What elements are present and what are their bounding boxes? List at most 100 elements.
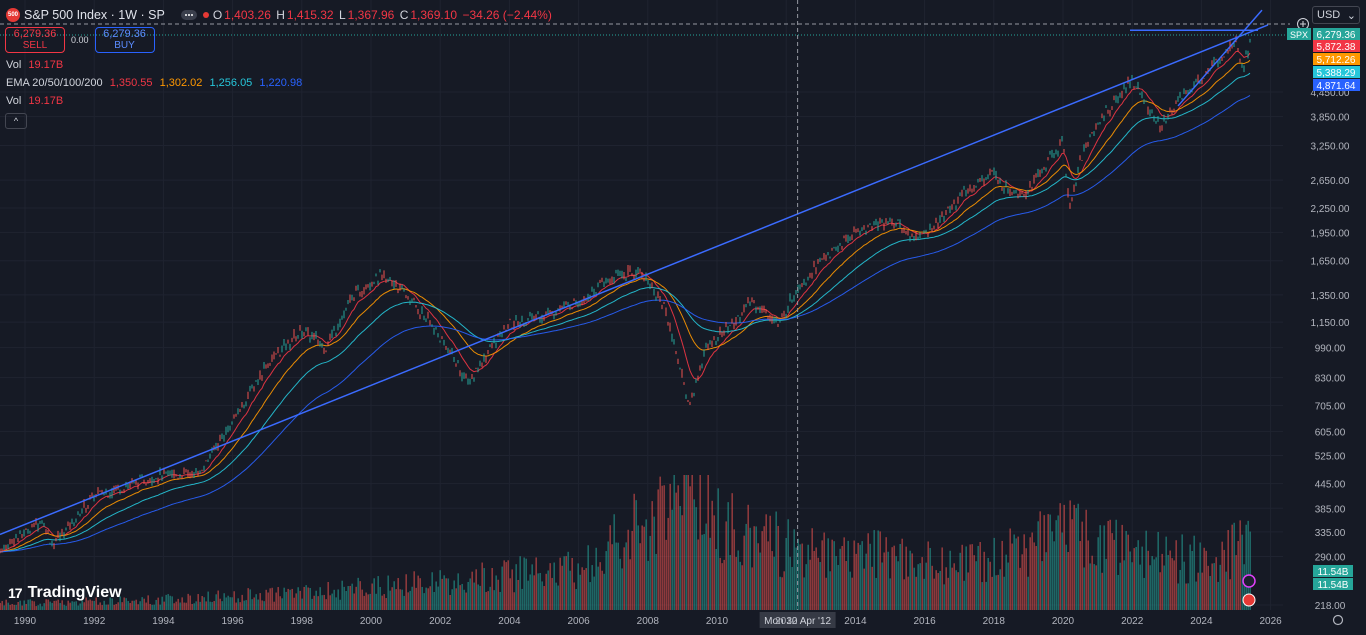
legend-vol[interactable]: Vol 19.17B bbox=[6, 59, 63, 71]
volume-bar bbox=[85, 597, 87, 610]
high-label: H bbox=[276, 8, 285, 22]
volume-bar bbox=[47, 599, 49, 610]
volume-bar bbox=[631, 530, 633, 610]
volume-bar bbox=[529, 574, 531, 610]
volume-bar bbox=[483, 568, 485, 610]
volume-bar bbox=[169, 595, 171, 610]
volume-bar bbox=[183, 602, 185, 610]
y-tick-label: 1,650.00 bbox=[1311, 257, 1350, 268]
volume-bar bbox=[643, 526, 645, 610]
volume-bar bbox=[519, 556, 521, 610]
x-tick-label: 1992 bbox=[83, 616, 106, 627]
tradingview-mark-icon: 17 bbox=[8, 585, 23, 601]
volume-bar bbox=[1153, 559, 1155, 610]
volume-bar bbox=[949, 550, 951, 610]
volume-bar bbox=[703, 534, 705, 610]
volume-bar bbox=[469, 578, 471, 610]
volume-bar bbox=[143, 598, 145, 610]
volume-bar bbox=[59, 602, 61, 610]
volume-bar bbox=[1, 601, 3, 610]
volume-bar bbox=[109, 597, 111, 610]
volume-bar bbox=[1219, 564, 1221, 610]
volume-bar bbox=[161, 596, 163, 610]
symbol-title[interactable]: S&P 500 Index · 1W · SP bbox=[24, 8, 165, 22]
more-icon[interactable] bbox=[180, 10, 197, 20]
volume-bar bbox=[87, 600, 89, 610]
volume-bar bbox=[589, 582, 591, 610]
volume-bar bbox=[293, 597, 295, 610]
volume-bar bbox=[761, 531, 763, 610]
volume-bar bbox=[401, 589, 403, 610]
currency-label: USD bbox=[1317, 9, 1341, 21]
y-tick-label: 2,250.00 bbox=[1311, 204, 1350, 215]
volume-bar bbox=[959, 552, 961, 610]
volume-bar bbox=[549, 563, 551, 610]
volume-bar bbox=[459, 585, 461, 610]
currency-select[interactable]: USD ⌄ bbox=[1312, 6, 1360, 24]
sell-button[interactable]: 6,279.36 SELL bbox=[5, 27, 65, 53]
volume-bar bbox=[773, 556, 775, 610]
volume-bar bbox=[535, 557, 537, 610]
crosshair: Mon 30 Apr '12 bbox=[0, 0, 1309, 628]
volume-bar bbox=[79, 603, 81, 610]
volume-bar bbox=[1031, 532, 1033, 610]
volume-bar bbox=[123, 597, 125, 610]
volume-bar bbox=[759, 552, 761, 610]
volume-bar bbox=[723, 559, 725, 610]
volume-bar bbox=[31, 600, 33, 610]
volume-bar bbox=[965, 546, 967, 610]
volume-bar bbox=[639, 543, 641, 610]
volume-bar bbox=[517, 579, 519, 610]
volume-bar bbox=[1011, 543, 1013, 610]
volume-bar bbox=[531, 564, 533, 610]
volume-bar bbox=[455, 588, 457, 610]
volume-bar bbox=[823, 532, 825, 610]
volume-bar bbox=[409, 590, 411, 610]
legend-ema[interactable]: EMA 20/50/100/200 1,350.55 1,302.02 1,25… bbox=[6, 77, 302, 89]
volume-bar bbox=[1235, 555, 1237, 610]
collapse-legend-button[interactable]: ^ bbox=[5, 113, 27, 129]
volume-bar bbox=[377, 576, 379, 610]
volume-bar bbox=[1237, 541, 1239, 610]
volume-bar bbox=[1123, 560, 1125, 610]
volume-bar bbox=[1097, 537, 1099, 610]
volume-bar bbox=[411, 586, 413, 610]
volume-bar bbox=[1029, 537, 1031, 610]
volume-bar bbox=[1189, 544, 1191, 610]
volume-bar bbox=[537, 573, 539, 610]
y-tick-label: 290.00 bbox=[1315, 552, 1346, 563]
x-tick-label: 1990 bbox=[14, 616, 37, 627]
volume-bar bbox=[793, 529, 795, 610]
legend-vol-2[interactable]: Vol 19.17B bbox=[6, 95, 63, 107]
volume-bar bbox=[825, 577, 827, 610]
buy-button[interactable]: 6,279.36 BUY bbox=[94, 27, 155, 53]
volume-bar bbox=[991, 576, 993, 610]
volume-bar bbox=[265, 589, 267, 610]
x-tick-label: 2002 bbox=[429, 616, 452, 627]
volume-bar bbox=[117, 602, 119, 610]
volume-bar bbox=[647, 560, 649, 610]
volume-bar bbox=[749, 527, 751, 610]
volume-bar bbox=[569, 570, 571, 610]
volume-bar bbox=[309, 588, 311, 610]
volume-bar bbox=[93, 601, 95, 610]
volume-bar bbox=[19, 600, 21, 610]
volume-bar bbox=[1209, 575, 1211, 610]
volume-bar bbox=[223, 593, 225, 610]
volume-bar bbox=[679, 506, 681, 610]
volume-bar bbox=[735, 556, 737, 610]
volume-bar bbox=[421, 586, 423, 610]
volume-bar bbox=[155, 599, 157, 610]
volume-bar bbox=[1023, 534, 1025, 610]
volume-bar bbox=[779, 576, 781, 610]
sell-label: SELL bbox=[22, 40, 48, 51]
volume-bar bbox=[1087, 540, 1089, 610]
volume-bar bbox=[15, 604, 17, 610]
volume-bar bbox=[1149, 565, 1151, 610]
volume-bar bbox=[145, 602, 147, 610]
volume-bar bbox=[189, 595, 191, 610]
volume-bar bbox=[1207, 565, 1209, 610]
volume-bar bbox=[437, 586, 439, 610]
volume-bar bbox=[919, 563, 921, 610]
